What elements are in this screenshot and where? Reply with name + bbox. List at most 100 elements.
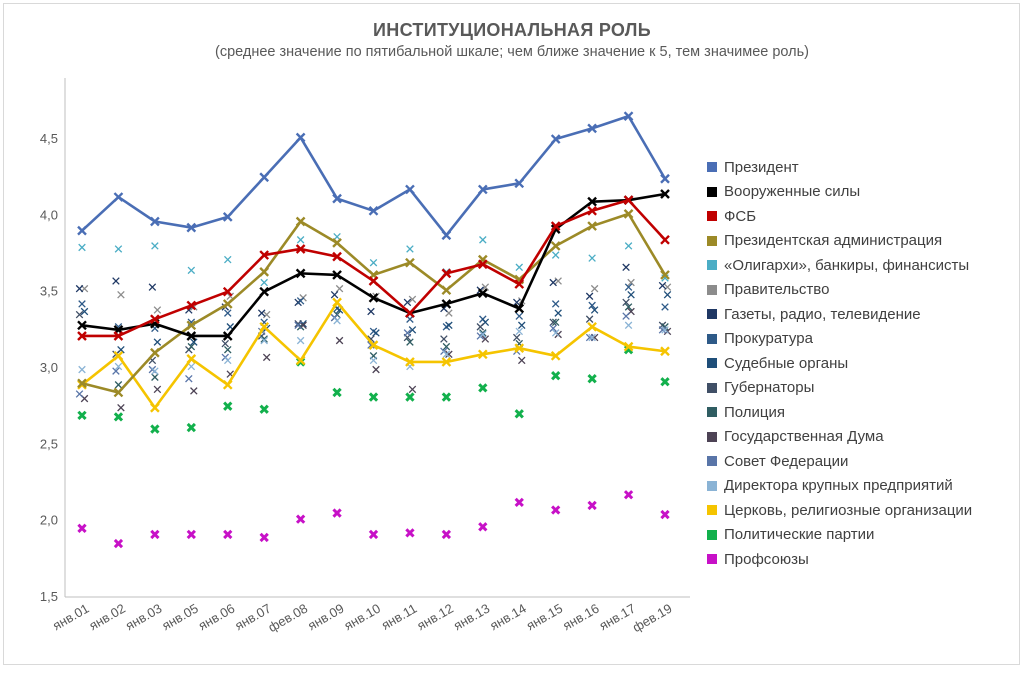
data-point: [368, 529, 379, 540]
data-point: [114, 362, 123, 371]
data-point: [296, 297, 305, 305]
data-point: [78, 243, 86, 252]
data-point: [186, 300, 197, 311]
x-tick-label: янв.03: [123, 601, 164, 634]
data-point: [75, 310, 84, 319]
data-point: [585, 292, 594, 301]
data-point: [295, 268, 306, 279]
data-point: [112, 367, 120, 375]
data-point: [627, 290, 635, 299]
data-point: [515, 312, 524, 320]
data-point: [481, 283, 490, 291]
data-point: [623, 490, 634, 500]
x-tick-label: янв.09: [305, 601, 346, 634]
data-point: [477, 259, 488, 270]
data-point: [78, 300, 86, 308]
legend-swatch: [707, 333, 717, 344]
legend-label: Директора крупных предприятий: [724, 477, 953, 494]
data-point: [148, 283, 157, 291]
chart-title: ИНСТИТУЦИОНАЛЬНАЯ РОЛЬ: [373, 20, 651, 40]
data-point: [408, 326, 417, 334]
legend-label: Церковь, религиозные организации: [724, 501, 973, 519]
data-point: [80, 307, 89, 316]
data-point: [223, 255, 232, 264]
data-point: [223, 309, 232, 317]
data-point: [622, 298, 630, 307]
data-point: [75, 390, 84, 398]
data-point: [403, 329, 412, 337]
data-point: [478, 522, 488, 532]
legend-swatch: [707, 480, 717, 491]
data-point: [406, 315, 414, 323]
data-point: [514, 279, 525, 289]
y-tick-label: 3,0: [40, 360, 58, 375]
data-point: [153, 385, 162, 394]
data-point: [549, 318, 557, 326]
data-point: [476, 323, 485, 331]
data-point: [259, 321, 270, 332]
data-point: [663, 290, 672, 299]
data-point: [187, 362, 196, 371]
data-point: [262, 310, 271, 319]
data-point: [113, 538, 124, 549]
y-tick-label: 4,0: [40, 207, 58, 222]
data-point: [186, 354, 197, 364]
data-point: [441, 230, 452, 241]
legend-label: ФСБ: [724, 207, 757, 225]
data-point: [187, 266, 196, 275]
data-point: [441, 357, 452, 367]
data-point: [117, 290, 125, 299]
data-point: [623, 209, 634, 219]
y-tick-label: 3,5: [40, 284, 58, 299]
x-tick-label: янв.14: [487, 601, 528, 634]
data-point: [587, 221, 597, 231]
legend-item: «Олигархи», банкиры, финансисты: [707, 254, 969, 276]
data-point: [367, 307, 375, 316]
data-point: [77, 225, 87, 236]
y-tick-label: 1,5: [40, 589, 58, 604]
data-point: [77, 410, 87, 421]
x-tick-label: янв.01: [50, 601, 91, 634]
legend-item: Губернаторы: [707, 377, 814, 399]
data-point: [585, 333, 594, 342]
data-point: [114, 245, 123, 253]
data-point: [223, 356, 232, 365]
data-point: [335, 284, 344, 293]
data-point: [441, 285, 452, 296]
data-point: [551, 251, 560, 259]
data-point: [660, 377, 670, 387]
x-tick-label: фев.08: [265, 601, 310, 635]
chart-subtitle: (среднее значение по пятибальной шкале; …: [214, 44, 810, 60]
legend-label: Вооруженные силы: [724, 183, 861, 200]
data-point: [332, 387, 342, 398]
legend-swatch: [707, 505, 717, 515]
data-point: [408, 385, 417, 394]
legend-label: Правительство: [724, 281, 830, 298]
legend-label: Президентская администрация: [724, 232, 943, 249]
legend-label: Государственная Дума: [724, 428, 884, 445]
data-point: [221, 339, 230, 348]
data-point: [405, 392, 415, 402]
data-point: [260, 336, 268, 345]
data-point: [151, 242, 159, 250]
data-point: [77, 378, 87, 389]
data-point: [113, 192, 124, 202]
data-point: [296, 236, 305, 244]
data-point: [661, 303, 669, 311]
data-point: [477, 184, 488, 195]
data-point: [368, 340, 379, 350]
data-point: [587, 123, 597, 134]
data-point: [623, 111, 634, 122]
x-tick-label: янв.15: [524, 601, 565, 634]
data-point: [551, 300, 560, 308]
data-point: [186, 320, 197, 331]
legend-swatch: [707, 456, 717, 466]
data-point: [150, 424, 160, 434]
data-point: [551, 318, 560, 326]
data-point: [515, 327, 524, 336]
data-point: [403, 298, 412, 307]
data-point: [332, 251, 342, 262]
data-point: [332, 508, 342, 518]
legend-item: Президент: [707, 156, 799, 178]
data-point: [223, 529, 233, 540]
